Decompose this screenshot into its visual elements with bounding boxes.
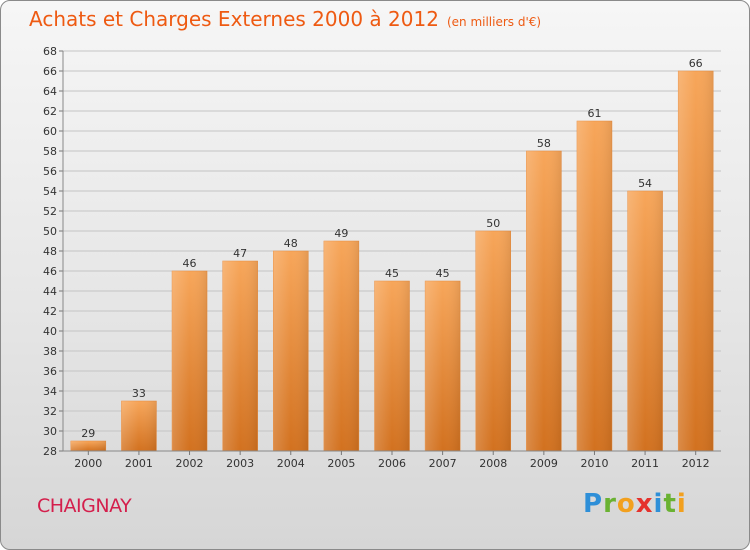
y-tick-label: 56 [43, 165, 57, 178]
logo-letter: i [676, 489, 687, 519]
bar-value-label: 61 [587, 107, 601, 120]
x-tick-label: 2010 [580, 457, 608, 470]
bar-shine [475, 231, 511, 451]
bar-shine [576, 121, 612, 451]
y-tick-label: 38 [43, 345, 57, 358]
y-tick-label: 62 [43, 105, 57, 118]
x-tick-label: 2000 [74, 457, 102, 470]
x-tick-label: 2008 [479, 457, 507, 470]
x-tick-label: 2007 [429, 457, 457, 470]
bar-shine [374, 281, 410, 451]
chart-title-main: Achats et Charges Externes 2000 à 2012 [29, 7, 439, 31]
bar-value-label: 66 [689, 57, 703, 70]
y-tick-label: 46 [43, 265, 57, 278]
x-axis: 2000 2001 2002 2003 2004 2005 2006 2007 2008 2009… [63, 450, 721, 470]
y-tick-label: 54 [43, 185, 57, 198]
y-axis: 28 30 32 34 36 38 40 42 44 46 48 50 52 54 56 58 60 62 64 66… [43, 45, 64, 458]
bar-shine [222, 261, 258, 451]
y-tick-label: 68 [43, 45, 57, 58]
logo-letter: o [616, 489, 636, 519]
bar-shine [627, 191, 663, 451]
logo-letter: i [653, 489, 664, 519]
x-tick-label: 2003 [226, 457, 254, 470]
y-tick-label: 64 [43, 85, 57, 98]
bar-value-label: 45 [436, 267, 450, 280]
bar-value-label: 33 [132, 387, 146, 400]
y-tick-label: 66 [43, 65, 57, 78]
bar-shine [172, 271, 208, 451]
logo-letter: r [603, 489, 617, 519]
chart-title-unit: (en milliers d'€) [446, 15, 542, 29]
y-tick-label: 50 [43, 225, 57, 238]
y-tick-label: 32 [43, 405, 57, 418]
bar-value-label: 48 [284, 237, 298, 250]
x-tick-label: 2006 [378, 457, 406, 470]
y-tick-label: 30 [43, 425, 57, 438]
y-tick-label: 34 [43, 385, 57, 398]
x-tick-label: 2004 [277, 457, 305, 470]
y-tick-label: 58 [43, 145, 57, 158]
bars: 29 33 46 47 48 49 45 45 50 58 61 54 66 [70, 57, 714, 452]
x-tick-label: 2012 [682, 457, 710, 470]
location-name: CHAIGNAY [37, 495, 132, 517]
y-tick-label: 28 [43, 445, 57, 458]
bar-value-label: 47 [233, 247, 247, 260]
bar-shine [323, 241, 359, 451]
bar-shine [121, 401, 157, 451]
bar-shine [425, 281, 461, 451]
proxiti-logo: Proxiti [583, 489, 687, 519]
logo-letter: t [663, 489, 677, 519]
bar-value-label: 49 [334, 227, 348, 240]
y-tick-label: 40 [43, 325, 57, 338]
bar-value-label: 45 [385, 267, 399, 280]
bar-shine [70, 441, 106, 451]
x-tick-label: 2001 [125, 457, 153, 470]
bar-value-label: 58 [537, 137, 551, 150]
x-tick-label: 2011 [631, 457, 659, 470]
x-tick-label: 2005 [327, 457, 355, 470]
bar-shine [526, 151, 562, 451]
y-tick-label: 52 [43, 205, 57, 218]
logo-letter: P [583, 489, 604, 519]
bar-value-label: 54 [638, 177, 652, 190]
x-tick-label: 2009 [530, 457, 558, 470]
y-tick-label: 60 [43, 125, 57, 138]
bar-shine [273, 251, 309, 451]
y-tick-label: 36 [43, 365, 57, 378]
logo-letter: x [635, 489, 654, 519]
bar-value-label: 29 [81, 427, 95, 440]
bar-shine [678, 71, 714, 451]
y-tick-label: 48 [43, 245, 57, 258]
chart-title: Achats et Charges Externes 2000 à 2012 (e… [29, 7, 541, 31]
x-tick-label: 2002 [176, 457, 204, 470]
bar-value-label: 50 [486, 217, 500, 230]
bar-value-label: 46 [183, 257, 197, 270]
y-tick-label: 42 [43, 305, 57, 318]
y-tick-label: 44 [43, 285, 57, 298]
